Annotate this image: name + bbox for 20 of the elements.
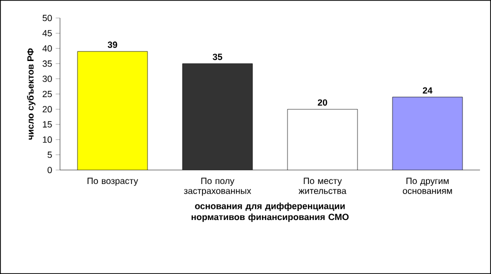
y-tick-label: 50 bbox=[42, 14, 52, 22]
y-tick-label: 15 bbox=[42, 121, 52, 128]
x-tick-label: По другим основаниям bbox=[402, 178, 452, 194]
y-tick-label: 35 bbox=[42, 60, 52, 67]
y-tick-label: 25 bbox=[42, 90, 52, 98]
y-tick-label: 5 bbox=[48, 152, 52, 158]
y-tick-label: 10 bbox=[42, 136, 52, 143]
y-tick-label: 0 bbox=[48, 166, 52, 174]
y-tick-label: 45 bbox=[42, 30, 52, 36]
data-label: 35 bbox=[212, 54, 222, 60]
y-axis-title: число субъектов РФ bbox=[26, 48, 36, 140]
y-tick-label: 40 bbox=[42, 45, 52, 52]
x-tick-label: По возрасту bbox=[88, 178, 138, 186]
x-axis-title: основания для дифференциации нормативов финансирования СМО bbox=[192, 202, 349, 222]
x-tick-label: По месту жительства bbox=[298, 178, 346, 194]
data-label: 24 bbox=[422, 87, 432, 94]
data-label: 20 bbox=[318, 99, 328, 106]
data-label: 39 bbox=[108, 42, 118, 48]
y-tick-label: 30 bbox=[42, 76, 52, 82]
y-tick-label: 20 bbox=[42, 106, 52, 112]
